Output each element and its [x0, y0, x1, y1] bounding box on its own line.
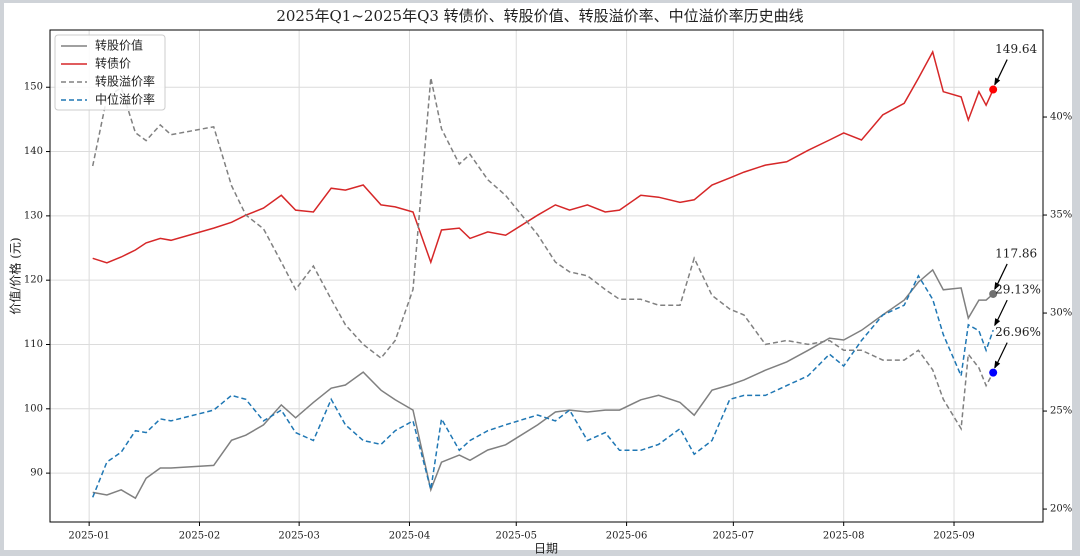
chart-title: 2025年Q1~2025年Q3 转债价、转股价值、转股溢价率、中位溢价率历史曲线 — [276, 7, 803, 25]
x-tick-label: 2025-04 — [389, 531, 431, 542]
x-tick-label: 2025-06 — [606, 531, 648, 542]
x-tick-label: 2025-09 — [933, 531, 975, 542]
annotation-arrowhead — [994, 281, 1001, 290]
y-tick-label: 90 — [30, 468, 43, 479]
legend-label: 转股价值 — [95, 38, 143, 53]
x-tick-label: 2025-07 — [713, 531, 755, 542]
end-marker — [989, 289, 998, 298]
y2-tick-label: 25% — [1050, 406, 1072, 417]
y2-tick-label: 20% — [1050, 504, 1072, 515]
series-line — [91, 77, 994, 432]
figure-background — [4, 3, 1072, 550]
x-tick-label: 2025-03 — [278, 531, 320, 542]
plot-frame — [49, 29, 1044, 523]
y-axis-label: 价值/价格 (元) — [8, 237, 23, 314]
annotation-arrowhead — [994, 360, 1001, 369]
annotation: 117.86 — [995, 246, 1037, 260]
x-tick-label: 2025-02 — [179, 531, 221, 542]
x-tick-label: 2025-01 — [68, 531, 110, 542]
y-tick-label: 140 — [24, 146, 43, 157]
y2-tick-label: 40% — [1050, 112, 1072, 123]
annotation: 29.13% — [995, 283, 1041, 297]
y-tick-label: 120 — [24, 275, 43, 286]
legend-label: 转股溢价率 — [95, 74, 155, 89]
end-marker — [989, 368, 998, 377]
end-marker — [989, 85, 998, 94]
annotation: 26.96% — [995, 325, 1041, 339]
annotation: 149.64 — [995, 42, 1037, 56]
y-tick-label: 110 — [24, 339, 43, 350]
annotation-arrowhead — [994, 318, 1001, 327]
series-line — [92, 274, 994, 498]
y2-tick-label: 35% — [1050, 210, 1072, 221]
y-tick-label: 130 — [24, 210, 43, 221]
y2-tick-label: 30% — [1050, 308, 1072, 319]
annotation-arrowhead — [994, 77, 1001, 86]
x-tick-label: 2025-05 — [495, 531, 537, 542]
y-tick-label: 100 — [24, 403, 43, 414]
legend-box — [54, 34, 166, 111]
x-tick-label: 2025-08 — [823, 531, 865, 542]
y-tick-label: 150 — [24, 82, 43, 93]
legend-label: 转债价 — [95, 56, 131, 71]
legend-label: 中位溢价率 — [95, 92, 155, 107]
x-axis-label: 日期 — [534, 542, 558, 556]
